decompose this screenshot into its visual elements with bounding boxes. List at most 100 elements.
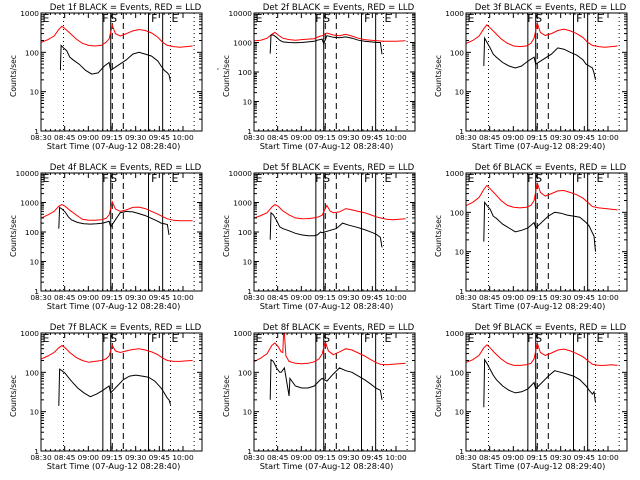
x-tick-label: 08:30 xyxy=(30,293,52,302)
segment-marker-e: E xyxy=(467,332,474,345)
y-axis-label: Counts/sec xyxy=(222,215,231,257)
series-lld-line xyxy=(254,204,406,221)
y-tick-label: 1 xyxy=(459,287,464,296)
y-tick-label: 1000 xyxy=(233,39,252,48)
x-tick-label: 08:30 xyxy=(243,133,265,142)
y-tick-label: 10 xyxy=(30,88,40,97)
x-tick-label: 09:00 xyxy=(78,293,100,302)
x-tick-label: 08:45 xyxy=(479,133,501,142)
x-tick-label: 09:00 xyxy=(503,293,525,302)
panel-title: Det 2f BLACK = Events, RED = LLD xyxy=(263,3,415,13)
panel-title: Det 4f BLACK = Events, RED = LLD xyxy=(50,163,202,173)
y-tick-label: 1 xyxy=(34,447,39,456)
panel-title: Det 7f BLACK = Events, RED = LLD xyxy=(50,323,202,333)
x-tick-label: 09:15 xyxy=(314,293,336,302)
series-events-line xyxy=(58,206,170,235)
x-tick-label: 09:00 xyxy=(291,293,313,302)
segment-marker-e: E xyxy=(42,172,49,185)
segment-marker-f: F xyxy=(102,332,108,345)
segment-marker-e: E xyxy=(467,172,474,185)
segment-marker-f: F xyxy=(364,172,370,185)
y-axis-label: Counts/sec xyxy=(222,375,231,417)
y-tick-label: 100 xyxy=(25,228,39,237)
x-tick-label: 09:30 xyxy=(550,133,572,142)
segment-marker-e: E xyxy=(172,12,179,25)
x-tick-label: 09:00 xyxy=(291,453,313,462)
segment-marker-s: S xyxy=(535,332,542,345)
y-tick-label: 10 xyxy=(30,408,40,417)
x-tick-label: 10:00 xyxy=(597,293,619,302)
x-tick-label: 10:00 xyxy=(172,293,194,302)
y-axis-label: Counts/sec xyxy=(9,55,18,97)
y-tick-label: 100 xyxy=(238,368,252,377)
y-tick-label: 10000 xyxy=(228,9,252,18)
segment-marker-s: S xyxy=(535,172,542,185)
segment-marker-s: S xyxy=(323,172,330,185)
series-lld-line xyxy=(466,341,618,366)
segment-marker-f: F xyxy=(315,332,321,345)
stray-dot xyxy=(217,68,219,70)
panel-title: Det 5f BLACK = Events, RED = LLD xyxy=(263,163,415,173)
x-tick-label: 09:30 xyxy=(125,293,147,302)
segment-marker-e: E xyxy=(385,172,392,185)
y-tick-label: 1000 xyxy=(20,9,39,18)
x-tick-label: 09:45 xyxy=(574,133,596,142)
y-axis-label: Counts/sec xyxy=(222,55,231,97)
y-tick-label: 1000 xyxy=(445,9,464,18)
segment-marker-e: E xyxy=(42,332,49,345)
x-tick-label: 09:45 xyxy=(362,453,384,462)
series-events-line xyxy=(269,211,383,248)
x-tick-label: 10:00 xyxy=(172,453,194,462)
y-tick-label: 1 xyxy=(247,447,252,456)
x-tick-label: 08:30 xyxy=(30,133,52,142)
x-tick-label: 09:00 xyxy=(78,453,100,462)
series-events-line xyxy=(483,36,596,80)
x-tick-label: 10:00 xyxy=(597,133,619,142)
x-tick-label: 09:15 xyxy=(526,453,548,462)
series-lld-line xyxy=(41,344,193,363)
y-tick-label: 1000 xyxy=(20,199,39,208)
plot-frame xyxy=(40,12,203,132)
y-tick-label: 10 xyxy=(455,248,465,257)
y-tick-label: 1000 xyxy=(445,169,464,178)
y-tick-label: 1 xyxy=(459,127,464,136)
y-tick-label: 10 xyxy=(455,408,465,417)
segment-marker-s: S xyxy=(110,172,117,185)
x-tick-label: 09:15 xyxy=(101,133,123,142)
segment-marker-f: F xyxy=(151,172,157,185)
series-lld-line xyxy=(41,200,193,222)
x-tick-label: 09:45 xyxy=(362,293,384,302)
x-tick-label: 08:30 xyxy=(243,453,265,462)
segment-marker-s: S xyxy=(110,332,117,345)
panel-title: Det 9f BLACK = Events, RED = LLD xyxy=(475,323,627,333)
x-axis-label: Start Time (07-Aug-12 08:29:40) xyxy=(472,461,606,471)
segment-marker-f: F xyxy=(151,332,157,345)
segment-marker-f: F xyxy=(364,332,370,345)
plot-frame xyxy=(465,12,628,132)
panel-title: Det 8f BLACK = Events, RED = LLD xyxy=(263,323,415,333)
y-tick-label: 10 xyxy=(243,98,253,107)
x-tick-label: 09:15 xyxy=(101,453,123,462)
x-axis-label: Start Time (07-Aug-12 08:29:40) xyxy=(472,141,606,151)
x-tick-label: 09:45 xyxy=(362,133,384,142)
x-tick-label: 09:30 xyxy=(125,133,147,142)
x-axis-label: Start Time (07-Aug-12 08:28:40) xyxy=(47,141,181,151)
y-tick-label: 1000 xyxy=(233,329,252,338)
series-lld-line xyxy=(254,31,406,42)
plot-frame xyxy=(465,332,628,452)
plot-frame xyxy=(40,332,203,452)
y-tick-label: 10 xyxy=(243,408,253,417)
x-tick-label: 09:00 xyxy=(78,133,100,142)
segment-marker-e: E xyxy=(385,12,392,25)
x-tick-label: 09:45 xyxy=(149,453,171,462)
y-axis-label: Counts/sec xyxy=(434,55,443,97)
series-events-line xyxy=(269,358,383,400)
series-lld-line xyxy=(466,21,618,48)
series-lld-line xyxy=(41,23,193,48)
x-axis-label: Start Time (07-Aug-12 08:28:40) xyxy=(260,141,394,151)
segment-marker-e: E xyxy=(597,172,604,185)
plot-frame xyxy=(253,172,416,292)
